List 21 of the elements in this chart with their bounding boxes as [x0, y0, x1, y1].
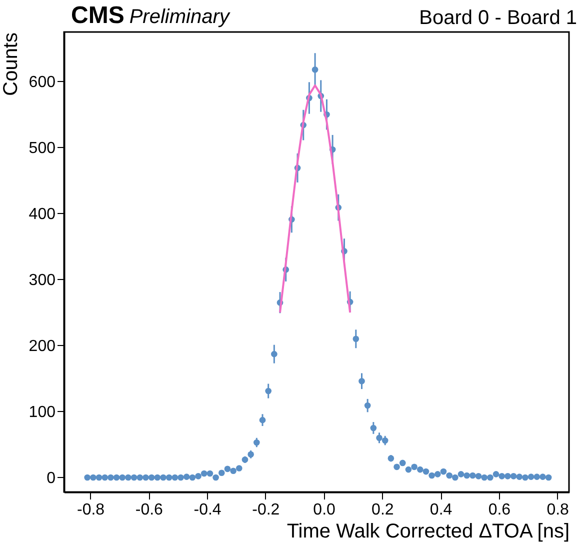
x-tick-label: -0.4: [194, 502, 222, 518]
y-tick-label: 400: [28, 206, 56, 223]
text: Board 0 - Board 1: [419, 7, 577, 30]
x-tick-label: -0.6: [135, 502, 164, 518]
x-tick-label: -0.2: [252, 502, 280, 518]
x-tick-label: 0.0: [313, 502, 336, 518]
y-tick-label: 200: [28, 338, 56, 355]
chart-title: CMS: [71, 2, 124, 29]
y-axis-title: Counts: [0, 32, 22, 96]
y-tick-label: 500: [28, 140, 56, 157]
chart-subtitle: Preliminary: [129, 6, 230, 28]
x-axis-title: Time Walk Corrected ΔTOA [ns]: [286, 520, 570, 542]
y-tick-label: 100: [28, 404, 56, 421]
x-tick-label: 0.2: [372, 502, 394, 518]
x-tick-label: 0.8: [546, 502, 570, 518]
y-tick-label: 600: [28, 74, 56, 91]
x-tick-label: 0.6: [488, 502, 511, 518]
x-tick-label: -0.8: [76, 502, 105, 518]
y-tick-label: 300: [28, 272, 56, 289]
y-tick-label: 0: [46, 470, 56, 487]
x-tick-label: 0.4: [430, 502, 452, 518]
